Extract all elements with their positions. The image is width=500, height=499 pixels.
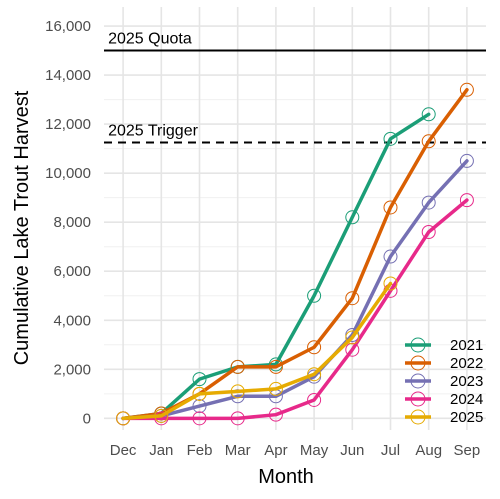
y-tick-label: 14,000	[45, 67, 91, 84]
y-tick-label: 16,000	[45, 18, 91, 35]
data-point-2025	[192, 386, 207, 401]
legend-item-2022: 2022	[405, 355, 483, 372]
x-tick-label: Dec	[110, 442, 137, 459]
data-point-2022	[268, 359, 283, 374]
data-point-2023	[459, 153, 474, 168]
data-point-2023	[421, 195, 436, 210]
y-tick-label: 0	[83, 410, 91, 427]
series-line-2024	[121, 198, 469, 421]
data-point-2021	[383, 131, 398, 146]
data-point-2024	[230, 411, 245, 426]
reference-lines: 2025 Quota 2025 Trigger	[104, 31, 486, 144]
data-point-2025	[268, 381, 283, 396]
series-group	[116, 82, 474, 426]
x-tick-label: Jan	[149, 442, 173, 459]
legend-swatch-marker	[410, 337, 426, 353]
x-axis-title: Month	[258, 466, 314, 488]
data-point-2022	[230, 359, 245, 374]
series-2025	[116, 276, 398, 426]
axes: 0 2,000 4,000 6,000 8,000 10,000 12,000 14,000 1…	[45, 18, 480, 459]
data-point-2021	[192, 372, 207, 387]
series-line-2025	[121, 281, 393, 421]
legend-item-2021: 2021	[405, 337, 483, 354]
x-tick-label: Feb	[187, 442, 213, 459]
data-point-2024	[192, 411, 207, 426]
y-axis-title: Cumulative Lake Trout Harvest	[11, 90, 33, 365]
legend-label: 2022	[450, 355, 483, 372]
data-point-2022	[421, 134, 436, 149]
legend-item-2025: 2025	[405, 409, 483, 426]
y-tick-label: 2,000	[53, 361, 91, 378]
legend-swatch-marker	[410, 373, 426, 389]
data-point-2025	[345, 330, 360, 345]
data-point-2025	[383, 276, 398, 291]
data-point-2022	[307, 340, 322, 355]
x-tick-label: May	[300, 442, 329, 459]
x-tick-label: Apr	[264, 442, 287, 459]
x-tick-label: Mar	[225, 442, 251, 459]
data-point-2023	[192, 399, 207, 414]
x-tick-label: Aug	[415, 442, 442, 459]
series-line-2021	[121, 112, 431, 421]
y-tick-label: 10,000	[45, 165, 91, 182]
legend-label: 2021	[450, 337, 483, 354]
data-point-2024	[459, 193, 474, 208]
data-point-2024	[307, 392, 322, 407]
trigger-reference-label: 2025 Trigger	[108, 123, 199, 140]
data-point-2024	[345, 342, 360, 357]
legend-swatch-marker	[410, 355, 426, 371]
legend-label: 2024	[450, 391, 483, 408]
legend-label: 2025	[450, 409, 483, 426]
y-tick-label: 4,000	[53, 312, 91, 329]
y-tick-label: 6,000	[53, 263, 91, 280]
x-tick-label: Jul	[381, 442, 400, 459]
data-point-2024	[268, 407, 283, 422]
data-point-2024	[421, 225, 436, 240]
x-tick-label: Jun	[340, 442, 364, 459]
legend-swatch-marker	[410, 391, 426, 407]
legend-item-2023: 2023	[405, 373, 483, 390]
data-point-2025	[154, 408, 169, 423]
series-line-2023	[121, 159, 469, 421]
y-tick-label: 12,000	[45, 116, 91, 133]
data-point-2022	[459, 82, 474, 97]
quota-reference-label: 2025 Quota	[108, 31, 192, 48]
data-point-2022	[383, 200, 398, 215]
legend-swatch-marker	[410, 409, 426, 425]
data-point-2021	[421, 107, 436, 122]
x-tick-label: Sep	[454, 442, 481, 459]
legend-item-2024: 2024	[405, 391, 483, 408]
y-tick-label: 8,000	[53, 214, 91, 231]
data-point-2021	[307, 288, 322, 303]
data-point-2021	[345, 210, 360, 225]
legend-label: 2023	[450, 373, 483, 390]
data-point-2023	[383, 249, 398, 264]
data-point-2025	[116, 411, 131, 426]
data-point-2025	[230, 384, 245, 399]
data-point-2025	[307, 367, 322, 382]
data-point-2022	[345, 291, 360, 306]
